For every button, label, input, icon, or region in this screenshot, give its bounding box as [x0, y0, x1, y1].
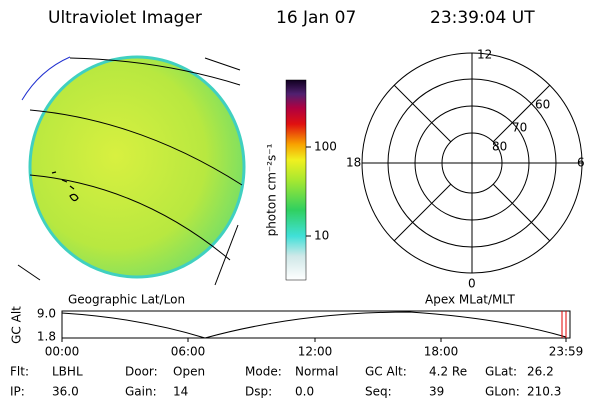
status-value: 0.0	[295, 385, 314, 399]
mlat-label: 70	[512, 121, 527, 135]
mlat-label: 80	[492, 140, 507, 154]
status-label: Dsp:	[245, 385, 272, 399]
status-value: Normal	[295, 365, 338, 379]
projection-label: Apex MLat/MLT	[425, 293, 515, 307]
status-value: 210.3	[527, 385, 561, 399]
time-tick: 06:00	[171, 345, 206, 359]
altitude-tick: 1.8	[37, 330, 56, 344]
status-label: Flt:	[10, 365, 29, 379]
status-label: Seq:	[365, 385, 392, 399]
status-label: IP:	[10, 385, 25, 399]
status-value: 4.2 Re	[429, 365, 467, 379]
status-label: Gain:	[125, 385, 157, 399]
status-value: 39	[429, 385, 444, 399]
colorbar-tick: 100	[314, 140, 337, 154]
status-label: GLat:	[485, 365, 517, 379]
altitude-tick: 9.0	[37, 307, 56, 321]
uv-image	[17, 55, 246, 286]
time: 23:39:04 UT	[430, 8, 535, 28]
status-label: Mode:	[245, 365, 282, 379]
status-label: Door:	[125, 365, 158, 379]
mlt-label: 18	[346, 156, 361, 170]
mlt-label: 12	[477, 48, 492, 62]
date: 16 Jan 07	[276, 8, 356, 28]
status-value: LBHL	[52, 365, 83, 379]
colorbar-label: photon cm⁻²s⁻¹	[265, 143, 279, 236]
status-label: GC Alt:	[365, 365, 407, 379]
mlt-label: 6	[577, 156, 585, 170]
altitude-plot	[61, 310, 571, 342]
time-tick: 23:59	[549, 345, 584, 359]
altitude-axis-label: GC Alt	[10, 306, 24, 344]
mlat-label: 60	[535, 98, 550, 112]
colorbar-tick: 10	[314, 229, 329, 243]
time-tick: 00:00	[45, 345, 80, 359]
polar-grid	[361, 52, 583, 274]
status-value: 14	[173, 385, 188, 399]
status-label: GLon:	[485, 385, 520, 399]
status-panel: Flt: LBHL Door: Open Mode: Normal GC Alt: 4.2 R…	[10, 365, 561, 399]
status-value: 36.0	[52, 385, 79, 399]
mlt-label: 0	[468, 277, 476, 291]
status-value: 26.2	[527, 365, 554, 379]
status-value: Open	[173, 365, 205, 379]
time-tick: 18:00	[424, 345, 459, 359]
title: Ultraviolet Imager	[48, 8, 202, 28]
projection-label: Geographic Lat/Lon	[68, 293, 185, 307]
colorbar-ticks	[306, 146, 311, 237]
time-tick: 12:00	[298, 345, 333, 359]
colorbar	[285, 79, 307, 281]
